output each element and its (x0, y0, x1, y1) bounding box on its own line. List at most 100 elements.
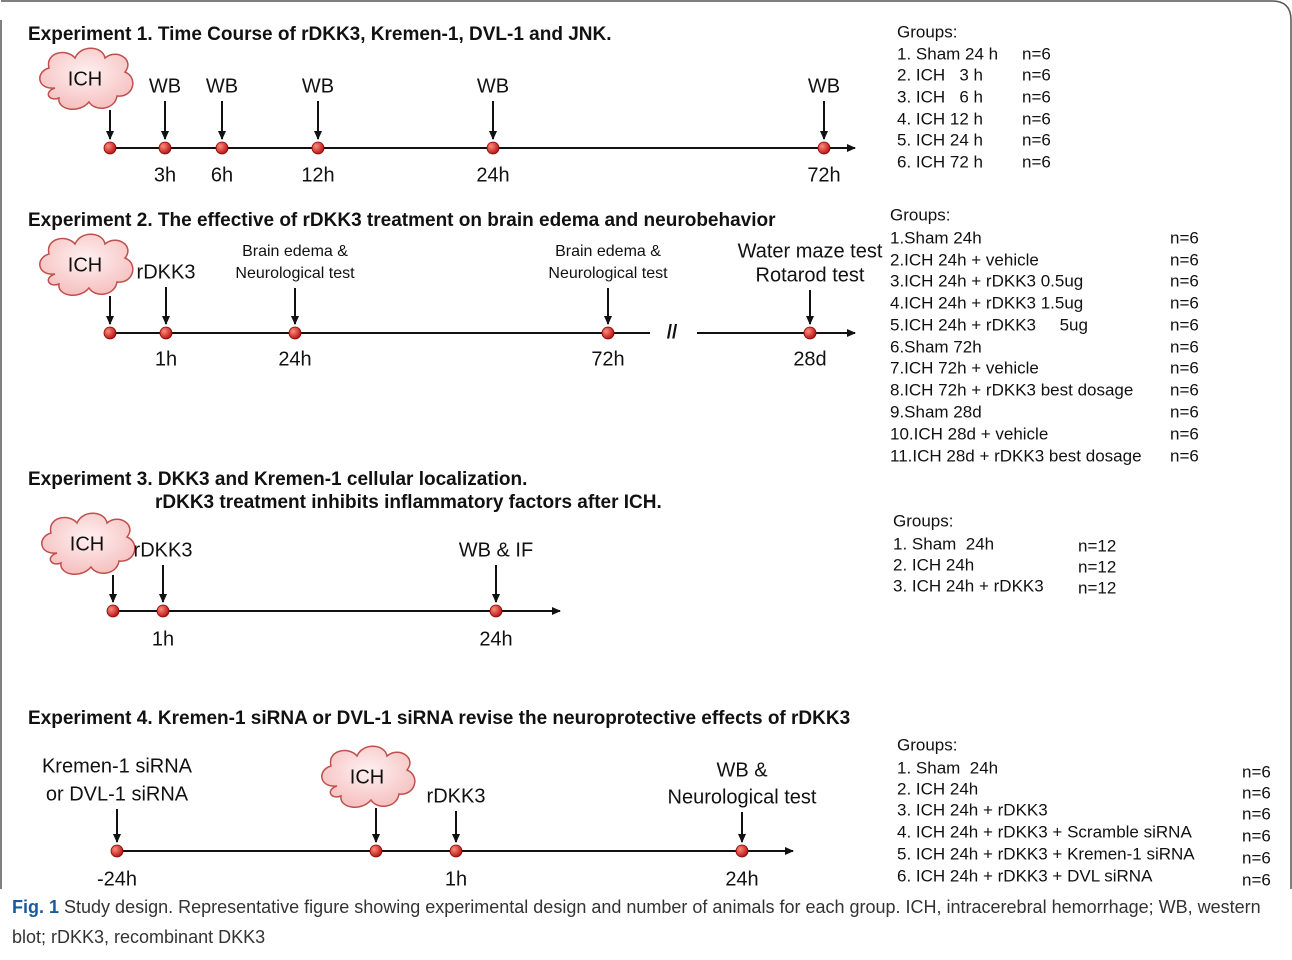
group-label: 3.ICH 24h + rDKK3 0.5ug (890, 271, 1083, 290)
event-time: 3h (154, 164, 176, 186)
group-n: n=12 (1078, 557, 1116, 576)
event-label: ICH (70, 533, 104, 555)
diagram: Experiment 1. Time Course of rDKK3, Krem… (0, 0, 1292, 890)
group-n: n=6 (1242, 783, 1271, 802)
event-label: Neurological test (235, 265, 355, 282)
event-label: Rotarod test (756, 264, 865, 286)
group-label: 1. Sham 24h (893, 534, 994, 553)
groups-title: Groups: (893, 511, 953, 530)
event-label: Neurological test (668, 786, 817, 808)
event-label: or DVL-1 siRNA (46, 783, 189, 805)
event-label: ICH (350, 766, 384, 788)
group-label: 2.ICH 24h + vehicle (890, 250, 1039, 269)
figure: Experiment 1. Time Course of rDKK3, Krem… (0, 0, 1292, 960)
group-label: 4. ICH 12 h (897, 109, 983, 128)
event-label: WB (206, 75, 238, 97)
event-time: 6h (211, 164, 233, 186)
timepoint-dot (104, 142, 116, 154)
frame (1, 1, 1291, 889)
group-n: n=6 (1242, 762, 1271, 781)
group-n: n=6 (1022, 44, 1051, 63)
caption-text: Study design. Representative figure show… (12, 897, 1261, 947)
caption-label: Fig. 1 (12, 897, 59, 917)
event-time: 72h (807, 164, 840, 186)
event-time: 1h (152, 628, 174, 650)
group-n: n=6 (1170, 337, 1199, 356)
event-time: -24h (97, 868, 137, 890)
event-time: 24h (278, 348, 311, 370)
group-n: n=6 (1022, 109, 1051, 128)
event-label: WB (302, 75, 334, 97)
group-label: 8.ICH 72h + rDKK3 best dosage (890, 380, 1133, 399)
group-n: n=6 (1170, 293, 1199, 312)
group-n: n=6 (1170, 315, 1199, 334)
timepoint-dot (818, 142, 830, 154)
event-label: rDKK3 (427, 785, 486, 807)
event-label: WB & (716, 759, 768, 781)
event-label: Water maze test (738, 240, 883, 262)
event-time: 72h (591, 348, 624, 370)
timepoint-dot (160, 327, 172, 339)
experiment-title: Experiment 3. DKK3 and Kremen-1 cellular… (28, 469, 527, 490)
event-label: Brain edema & (242, 243, 348, 260)
group-label: 2. ICH 24h (893, 555, 974, 574)
timepoint-dot (104, 327, 116, 339)
group-label: 4.ICH 24h + rDKK3 1.5ug (890, 293, 1083, 312)
group-label: 10.ICH 28d + vehicle (890, 424, 1048, 443)
group-label: 1. Sham 24h (897, 758, 998, 777)
group-label: 6. ICH 24h + rDKK3 + DVL siRNA (897, 866, 1153, 885)
group-label: 4. ICH 24h + rDKK3 + Scramble siRNA (897, 822, 1192, 841)
timepoint-dot (602, 327, 614, 339)
group-label: 1. Sham 24 h (897, 44, 998, 63)
timepoint-dot (216, 142, 228, 154)
timepoint-dot (157, 605, 169, 617)
timepoint-dot (804, 327, 816, 339)
group-n: n=6 (1170, 424, 1199, 443)
timepoint-dot (107, 605, 119, 617)
experiment-title: Experiment 4. Kremen-1 siRNA or DVL-1 si… (28, 708, 850, 729)
group-n: n=6 (1022, 152, 1051, 171)
group-n: n=12 (1078, 536, 1116, 555)
timepoint-dot (289, 327, 301, 339)
group-label: 6. ICH 72 h (897, 152, 983, 171)
group-n: n=6 (1170, 446, 1199, 465)
timepoint-dot (450, 845, 462, 857)
event-label: WB (149, 75, 181, 97)
timepoint-dot (736, 845, 748, 857)
timepoint-dot (159, 142, 171, 154)
group-n: n=6 (1170, 250, 1199, 269)
timepoint-dot (312, 142, 324, 154)
group-n: n=6 (1022, 130, 1051, 149)
group-label: 3. ICH 6 h (897, 87, 983, 106)
group-n: n=6 (1170, 402, 1199, 421)
group-n: n=6 (1022, 87, 1051, 106)
event-label: WB (477, 75, 509, 97)
group-label: 5. ICH 24h + rDKK3 + Kremen-1 siRNA (897, 844, 1195, 863)
group-label: 6.Sham 72h (890, 337, 982, 356)
experiment-title: Experiment 2. The effective of rDKK3 tre… (28, 210, 776, 231)
event-label: ICH (68, 254, 102, 276)
event-time: 12h (301, 164, 334, 186)
group-label: 3. ICH 24h + rDKK3 (893, 576, 1044, 595)
event-label: WB & IF (459, 539, 533, 561)
group-n: n=12 (1078, 578, 1116, 597)
event-label: ICH (68, 68, 102, 90)
group-label: 2. ICH 3 h (897, 65, 983, 84)
event-label: Neurological test (548, 265, 668, 282)
groups-title: Groups: (897, 22, 957, 41)
timepoint-dot (490, 605, 502, 617)
group-n: n=6 (1242, 848, 1271, 867)
group-label: 9.Sham 28d (890, 402, 982, 421)
timeline-break: // (667, 322, 678, 343)
event-time: 24h (725, 868, 758, 890)
experiment-title: Experiment 1. Time Course of rDKK3, Krem… (28, 24, 612, 45)
caption: Fig. 1 Study design. Representative figu… (12, 892, 1277, 952)
event-time: 24h (479, 628, 512, 650)
group-label: 5.ICH 24h + rDKK3 5ug (890, 315, 1088, 334)
group-n: n=6 (1242, 804, 1271, 823)
timepoint-dot (370, 845, 382, 857)
group-n: n=6 (1170, 358, 1199, 377)
event-label: rDKK3 (137, 261, 196, 283)
event-label: Brain edema & (555, 243, 661, 260)
event-time: 1h (155, 348, 177, 370)
